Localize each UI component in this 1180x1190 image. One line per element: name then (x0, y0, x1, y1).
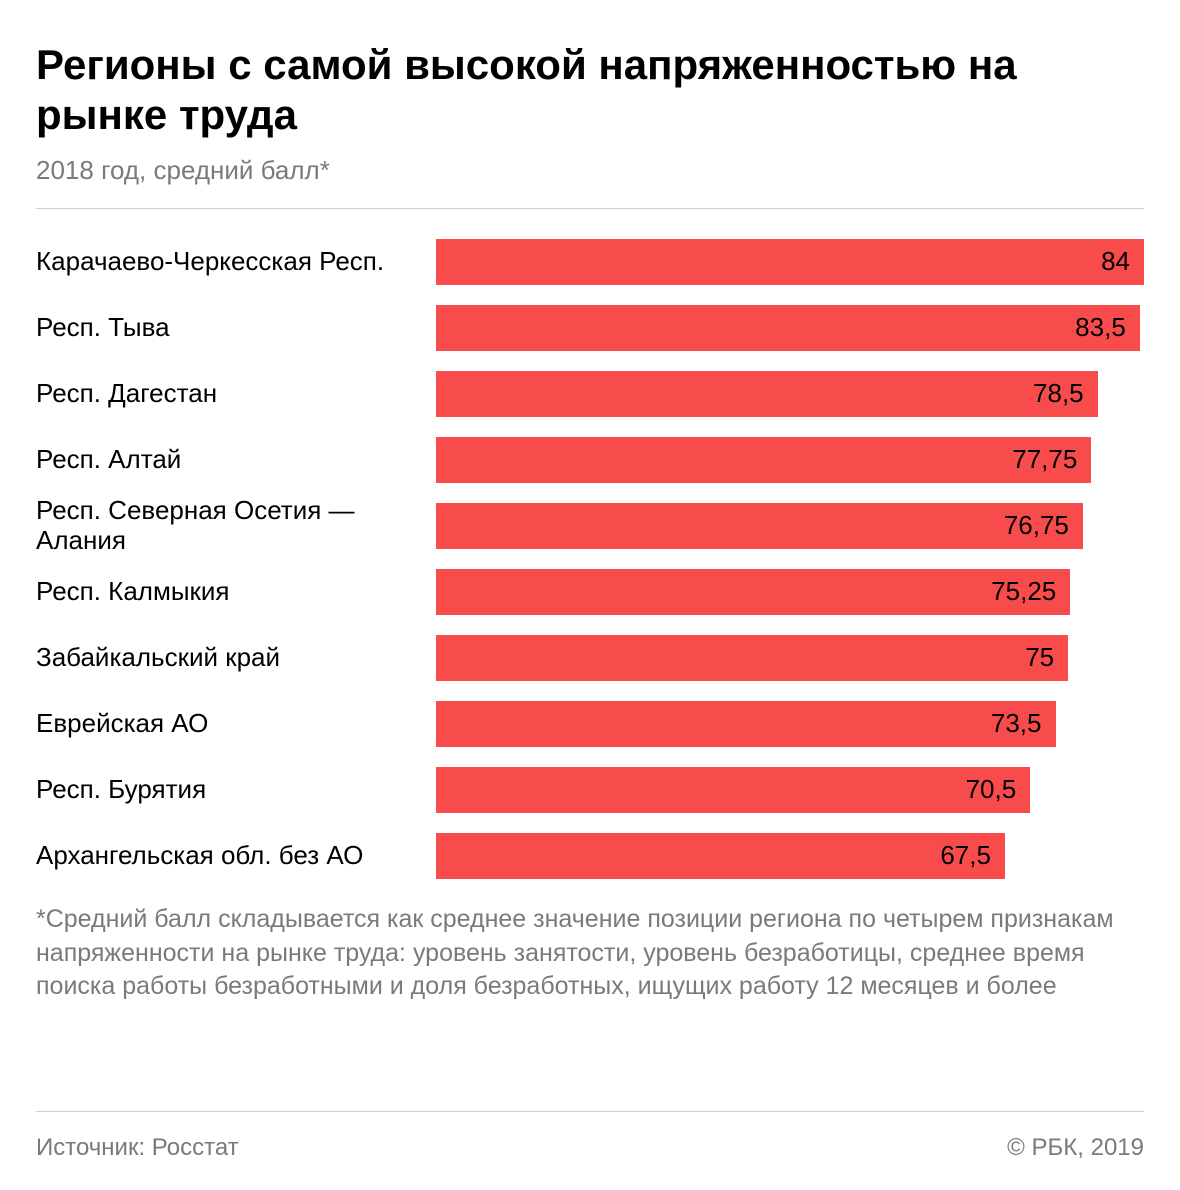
chart-row: Респ. Тыва 83,5 (36, 305, 1144, 351)
bar-track: 73,5 (436, 701, 1144, 747)
bar-fill: 77,75 (436, 437, 1091, 483)
bar-track: 77,75 (436, 437, 1144, 483)
bar-value: 75 (1025, 642, 1054, 673)
bar-fill: 84 (436, 239, 1144, 285)
bar-chart: Карачаево-Черкесская Респ. 84 Респ. Тыва 83… (36, 239, 1144, 879)
chart-row: Еврейская АО 73,5 (36, 701, 1144, 747)
bar-fill: 76,75 (436, 503, 1083, 549)
bar-label: Респ. Тыва (36, 313, 436, 343)
chart-title: Регионы с самой высокой напряженностью н… (36, 40, 1144, 141)
bar-track: 75 (436, 635, 1144, 681)
chart-row: Респ. Алтай 77,75 (36, 437, 1144, 483)
bar-value: 78,5 (1033, 378, 1084, 409)
bar-label: Респ. Бурятия (36, 775, 436, 805)
chart-row: Респ. Дагестан 78,5 (36, 371, 1144, 417)
source-label: Источник: Росстат (36, 1134, 239, 1162)
bar-value: 67,5 (940, 840, 991, 871)
chart-row: Респ. Калмыкия 75,25 (36, 569, 1144, 615)
bar-track: 78,5 (436, 371, 1144, 417)
chart-row: Респ. Бурятия 70,5 (36, 767, 1144, 813)
bar-value: 70,5 (966, 774, 1017, 805)
bar-track: 76,75 (436, 503, 1144, 549)
bar-fill: 83,5 (436, 305, 1140, 351)
chart-row: Респ. Северная Осетия — Алания76,75 (36, 503, 1144, 549)
bar-value: 84 (1101, 246, 1130, 277)
bar-label: Еврейская АО (36, 709, 436, 739)
bar-track: 70,5 (436, 767, 1144, 813)
bar-label: Респ. Алтай (36, 445, 436, 475)
footnote-text: *Средний балл складывается как среднее з… (36, 903, 1144, 1004)
bar-label: Карачаево-Черкесская Респ. (36, 247, 436, 277)
bar-fill: 73,5 (436, 701, 1056, 747)
bar-value: 76,75 (1004, 510, 1069, 541)
bar-track: 83,5 (436, 305, 1144, 351)
bar-label: Архангельская обл. без АО (36, 841, 436, 871)
bar-fill: 67,5 (436, 833, 1005, 879)
footer-bar: Источник: Росстат © РБК, 2019 (36, 1111, 1144, 1162)
bar-fill: 75,25 (436, 569, 1070, 615)
bar-fill: 70,5 (436, 767, 1030, 813)
copyright-label: © РБК, 2019 (1007, 1134, 1144, 1162)
bar-value: 73,5 (991, 708, 1042, 739)
chart-row: Архангельская обл. без АО 67,5 (36, 833, 1144, 879)
bar-label: Респ. Дагестан (36, 379, 436, 409)
chart-subtitle: 2018 год, средний балл* (36, 155, 1144, 186)
bar-track: 67,5 (436, 833, 1144, 879)
chart-row: Карачаево-Черкесская Респ. 84 (36, 239, 1144, 285)
bar-value: 75,25 (991, 576, 1056, 607)
bar-track: 75,25 (436, 569, 1144, 615)
bar-fill: 78,5 (436, 371, 1098, 417)
chart-row: Забайкальский край 75 (36, 635, 1144, 681)
bar-label: Респ. Калмыкия (36, 577, 436, 607)
bar-label: Респ. Северная Осетия — Алания (36, 496, 436, 556)
bar-track: 84 (436, 239, 1144, 285)
bar-value: 77,75 (1012, 444, 1077, 475)
bar-label: Забайкальский край (36, 643, 436, 673)
bar-fill: 75 (436, 635, 1068, 681)
bar-value: 83,5 (1075, 312, 1126, 343)
top-divider (36, 208, 1144, 209)
